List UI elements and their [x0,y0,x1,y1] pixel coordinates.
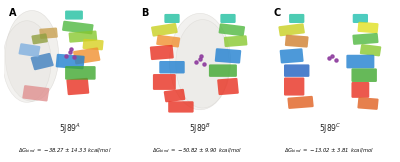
FancyBboxPatch shape [168,101,194,113]
FancyBboxPatch shape [73,47,100,64]
Point [329,55,336,57]
FancyBboxPatch shape [209,64,237,77]
FancyBboxPatch shape [159,61,185,74]
FancyBboxPatch shape [218,23,245,36]
Point [198,55,204,57]
FancyBboxPatch shape [284,64,310,77]
FancyBboxPatch shape [360,44,381,56]
FancyBboxPatch shape [353,14,368,23]
Ellipse shape [5,11,59,101]
FancyBboxPatch shape [215,48,241,64]
FancyBboxPatch shape [66,78,89,95]
FancyBboxPatch shape [151,23,178,37]
Point [197,58,203,61]
Text: 5J89$^{B}$: 5J89$^{B}$ [189,122,211,136]
Ellipse shape [176,20,229,108]
FancyBboxPatch shape [352,33,378,45]
Text: $\mathit{\Delta G_{bind}}$ $=$ $-$38.27 $\pm$ 14.33 $\mathit{kcal/mol}$: $\mathit{\Delta G_{bind}}$ $=$ $-$38.27 … [18,146,112,155]
Point [71,56,77,58]
FancyBboxPatch shape [65,11,83,20]
Text: C: C [274,8,281,18]
FancyBboxPatch shape [352,82,369,98]
FancyBboxPatch shape [346,55,374,68]
FancyBboxPatch shape [289,14,304,23]
Text: $\mathit{\Delta G_{bind}}$ $=$ $-$50.82 $\pm$ 9.90 $\mathit{kcal/mol}$: $\mathit{\Delta G_{bind}}$ $=$ $-$50.82 … [152,146,242,155]
FancyBboxPatch shape [285,35,308,48]
FancyBboxPatch shape [358,22,378,33]
Point [63,55,70,57]
Ellipse shape [3,21,51,102]
Text: B: B [142,8,149,18]
Ellipse shape [170,13,230,110]
FancyBboxPatch shape [164,14,180,23]
FancyBboxPatch shape [352,68,377,82]
Point [333,59,339,62]
Point [201,63,207,65]
FancyBboxPatch shape [39,28,58,39]
FancyBboxPatch shape [65,66,96,80]
FancyBboxPatch shape [156,35,180,47]
Text: 5J89$^{A}$: 5J89$^{A}$ [59,122,81,136]
FancyBboxPatch shape [280,48,304,64]
Text: $\mathit{\Delta G_{bind}}$ $=$ $-$13.02 $\pm$ 3.81 $\mathit{kcal/mol}$: $\mathit{\Delta G_{bind}}$ $=$ $-$13.02 … [284,146,374,155]
FancyBboxPatch shape [150,45,174,60]
FancyBboxPatch shape [284,77,304,96]
FancyBboxPatch shape [164,89,185,102]
FancyBboxPatch shape [22,85,49,101]
Point [68,48,75,50]
FancyBboxPatch shape [220,14,236,23]
Point [67,51,73,54]
FancyBboxPatch shape [56,54,85,69]
FancyBboxPatch shape [217,78,239,95]
FancyBboxPatch shape [153,74,176,90]
FancyBboxPatch shape [278,23,305,36]
FancyBboxPatch shape [358,97,378,110]
Text: A: A [9,8,16,18]
Point [193,60,199,63]
FancyBboxPatch shape [62,21,94,34]
FancyBboxPatch shape [82,39,104,50]
FancyBboxPatch shape [224,35,248,47]
FancyBboxPatch shape [68,30,97,43]
Point [325,57,332,59]
FancyBboxPatch shape [32,33,48,44]
FancyBboxPatch shape [18,43,40,57]
FancyBboxPatch shape [288,96,314,109]
Text: 5J89$^{C}$: 5J89$^{C}$ [319,122,341,136]
FancyBboxPatch shape [31,53,54,70]
